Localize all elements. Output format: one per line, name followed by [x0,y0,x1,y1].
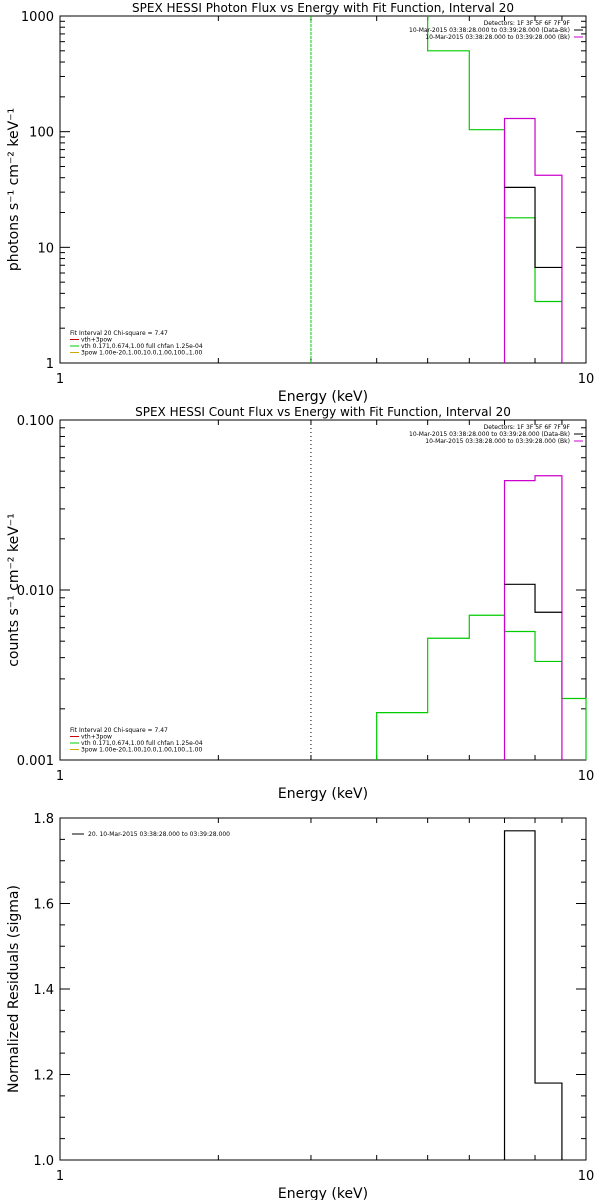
y-tick-label: 1.4 [33,983,54,998]
legend-entry: Detectors: 1F 3F 5F 6F 7F 9F [484,20,571,27]
legend-entry: Fit Interval 20 Chi-square = 7.47 [70,330,168,337]
series-1-line [376,614,587,760]
legend-entry: 10-Mar-2015 03:38:28.000 to 03:39:28.000… [409,27,570,34]
series-2-line [503,475,563,760]
legend-entry: 10-Mar-2015 03:38:28.000 to 03:39:28.000… [425,34,570,41]
x-axis-label: Energy (keV) [278,389,368,405]
y-tick-label: 1.6 [33,898,54,913]
legend-entry: Detectors: 1F 3F 5F 6F 7F 9F [484,424,571,431]
panel-2: 1 10 0.001 0.010 0.100 SPEX HESSI Count Flux … [6,405,594,802]
y-tick-label: 1 [46,357,54,372]
series-3-line [504,583,562,613]
y-tick-label: 1.8 [33,812,54,827]
legend-entry: 3pow 1.00e-20,1.00,10.0,1.00,100.,1.00 [81,747,202,754]
x-tick-label: 10 [578,1169,595,1184]
y-tick-label: 100 [29,126,54,141]
y-tick-label: 1000 [21,10,54,25]
plot-frame [59,817,587,1161]
y-tick-label: 1.0 [33,1154,54,1169]
series-1-line [503,830,563,1160]
legend-entry: vth+3pow [81,337,112,344]
legend-entry: 20. 10-Mar-2015 03:38:28.000 to 03:39:28… [88,831,230,838]
y-axis-label: Normalized Residuals (sigma) [6,885,22,1093]
y-tick-label: 0.001 [17,754,54,769]
y-tick-label: 1.2 [33,1069,54,1084]
y-axis-label: photons s⁻¹ cm⁻² keV⁻¹ [6,108,22,271]
y-tick-label: 10 [37,241,54,256]
plot-frame [59,419,587,761]
legend-entry: vth 0.171,0.674,1.00 full chfan 1.25e-04 [81,740,203,747]
legend-entry: vth 0.171,0.674,1.00 full chfan 1.25e-04 [81,343,203,350]
y-axis-label: counts s⁻¹ cm⁻² keV⁻¹ [6,513,22,667]
x-tick-label: 1 [56,769,64,784]
chart-title: SPEX HESSI Count Flux vs Energy with Fit… [135,405,511,419]
series-2-line [503,117,563,363]
legend-entry: vth+3pow [81,734,112,741]
legend-entry: 10-Mar-2015 03:38:28.000 to 03:39:28.000… [409,431,570,438]
x-axis-label: Energy (keV) [278,1186,368,1200]
panel-3: 1 10 1.0 1.2 1.4 1.6 1.8 Energy (keV) Normalized… [6,812,594,1200]
x-tick-label: 1 [56,372,64,387]
y-tick-label: 0.100 [17,414,54,429]
series-1-line [427,16,562,303]
legend-entry: Fit Interval 20 Chi-square = 7.47 [70,727,168,734]
plot-frame [59,15,587,364]
legend-entry: 10-Mar-2015 03:38:28.000 to 03:39:28.000… [425,438,570,445]
x-tick-label: 10 [578,372,595,387]
panel-1: 1 10 1 10 100 1000 SPEX HESSI Photon Flux vs E… [6,1,594,405]
legend-entry: 3pow 1.00e-20,1.00,10.0,1.00,100.,1.00 [81,350,202,357]
x-tick-label: 1 [56,1169,64,1184]
series-3-line [504,186,562,269]
x-axis-label: Energy (keV) [278,786,368,802]
chart-title: SPEX HESSI Photon Flux vs Energy with Fi… [132,1,514,15]
x-tick-label: 10 [578,769,595,784]
y-tick-label: 0.010 [17,584,54,599]
